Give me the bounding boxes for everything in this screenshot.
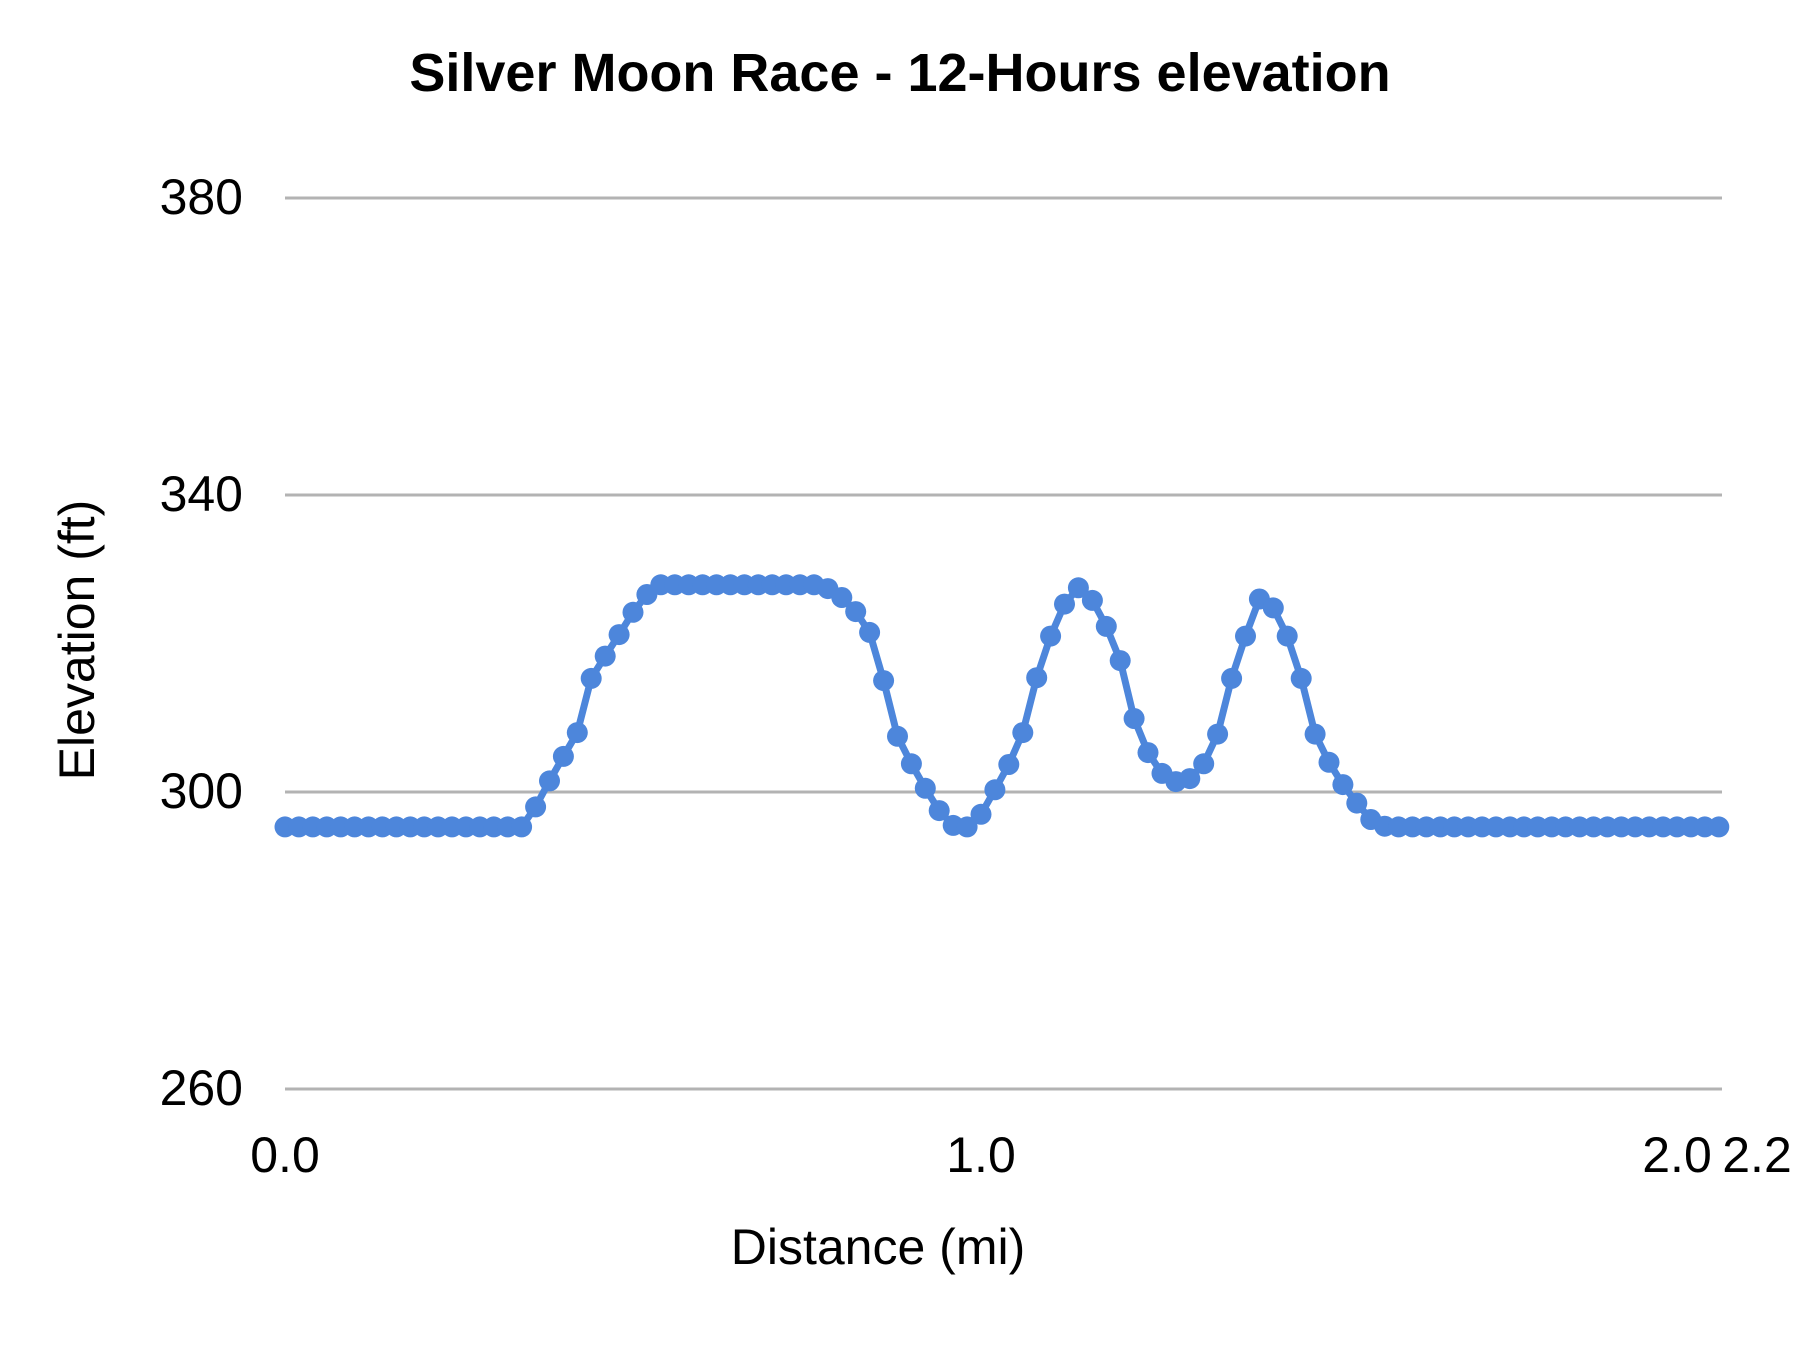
- data-point: [1095, 615, 1117, 637]
- data-point: [1318, 751, 1340, 773]
- data-point: [914, 777, 936, 799]
- data-point: [873, 670, 895, 692]
- chart-title: Silver Moon Race - 12-Hours elevation: [409, 43, 1391, 103]
- data-point: [1221, 667, 1243, 689]
- data-point: [900, 753, 922, 775]
- y-tick-label: 260: [159, 1059, 243, 1116]
- data-point: [998, 754, 1020, 775]
- data-point: [1262, 597, 1284, 619]
- data-point: [1179, 768, 1201, 790]
- data-point: [1109, 650, 1131, 672]
- data-point: [1067, 577, 1089, 599]
- x-tick-label: 0.0: [250, 1127, 320, 1183]
- x-tick-label: 2.0: [1642, 1127, 1712, 1183]
- data-point: [1137, 742, 1159, 764]
- data-point: [1040, 625, 1062, 647]
- data-point: [859, 621, 881, 643]
- data-point: [1081, 589, 1103, 611]
- data-point: [887, 725, 908, 747]
- x-axis-title: Distance (mi): [730, 1219, 1026, 1275]
- data-point: [1123, 708, 1145, 729]
- data-point: [1012, 722, 1034, 744]
- data-point: [956, 816, 978, 838]
- data-point: [1290, 667, 1312, 689]
- data-point: [845, 601, 867, 623]
- y-tick-label: 340: [159, 465, 243, 522]
- data-point: [970, 803, 992, 825]
- data-point: [580, 667, 602, 689]
- data-point: [622, 601, 644, 623]
- data-point: [928, 800, 950, 822]
- data-point: [1304, 723, 1326, 745]
- data-point: [1332, 774, 1354, 796]
- data-point: [1054, 593, 1075, 615]
- data-point: [1193, 753, 1215, 775]
- data-point: [1235, 625, 1256, 647]
- data-point: [1026, 667, 1048, 689]
- data-point: [1346, 792, 1368, 814]
- data-point: [1207, 723, 1229, 745]
- data-point: [539, 770, 560, 792]
- data-point: [608, 624, 630, 646]
- x-tick-label: 1.0: [946, 1127, 1016, 1183]
- data-point: [552, 745, 574, 767]
- data-point: [1276, 625, 1298, 647]
- data-point: [1708, 816, 1730, 838]
- data-point: [831, 587, 853, 608]
- data-point: [511, 816, 533, 838]
- y-tick-label: 300: [159, 762, 243, 819]
- x-axis-end-label: 2.2: [1722, 1127, 1792, 1183]
- data-point: [594, 645, 616, 667]
- y-tick-label: 380: [159, 168, 243, 225]
- data-point: [525, 796, 547, 818]
- data-point: [984, 779, 1006, 801]
- data-point: [566, 722, 588, 744]
